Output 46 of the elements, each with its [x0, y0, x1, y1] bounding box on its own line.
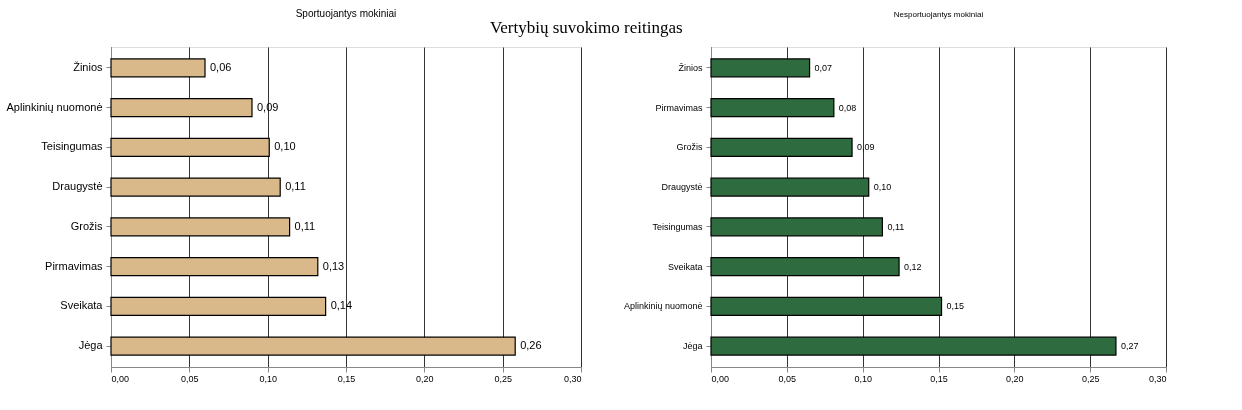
x-tick-label: 0,15 — [337, 373, 356, 384]
text: Vertybių suvokimo reitingas — [489, 17, 683, 37]
text: 0,27 — [1120, 341, 1139, 352]
text: 0,26 — [520, 339, 542, 352]
y-tick-label: Aplinkinių nuomonė — [623, 301, 703, 312]
chart-title: Nesportuojantys mokiniai — [893, 10, 984, 19]
y-tick-label: Teisingumas — [652, 221, 703, 232]
x-tick-label: 0,20 — [1006, 373, 1024, 384]
text: 0,06 — [210, 60, 232, 73]
text: 0,10 — [873, 182, 892, 193]
x-tick-label: 0,25 — [1081, 373, 1100, 384]
y-tick-label: Jėga — [78, 339, 104, 352]
x-tick-label: 0,20 — [416, 373, 434, 384]
chart-title: Sportuojantys mokiniai — [295, 8, 397, 19]
y-tick-label: Pirmavimas — [655, 102, 703, 113]
y-tick-label: Žinios — [73, 60, 103, 73]
text: 0,08 — [838, 102, 857, 113]
x-tick-label: 0,30 — [563, 373, 582, 384]
x-tick-label: 0,05 — [181, 373, 199, 384]
text: 0,13 — [322, 259, 345, 272]
y-tick-label: Aplinkinių nuomonė — [6, 100, 103, 113]
y-tick-label: Pirmavimas — [45, 259, 103, 272]
y-tick-label: Teisingumas — [41, 140, 103, 153]
y-tick-label: Grožis — [70, 219, 103, 232]
x-tick-label: 0,00 — [111, 373, 130, 384]
text: 0,15 — [946, 301, 965, 312]
x-tick-label: 0,25 — [494, 373, 512, 384]
text: 0,07 — [814, 62, 833, 73]
y-tick-label: Draugystė — [661, 182, 703, 193]
y-tick-label: Jėga — [682, 341, 703, 352]
x-tick-label: 0,05 — [778, 373, 797, 384]
y-tick-label: Grožis — [676, 142, 703, 153]
text: 0,10 — [274, 140, 296, 153]
x-tick-label: 0,00 — [711, 373, 730, 384]
y-tick-label: Sveikata — [667, 261, 703, 272]
x-tick-label: 0,15 — [930, 373, 948, 384]
text: 0,12 — [904, 261, 922, 272]
text: 0,11 — [887, 221, 905, 232]
x-tick-label: 0,10 — [259, 373, 277, 384]
text: 0,11 — [294, 219, 316, 232]
x-tick-label: 0,10 — [854, 373, 872, 384]
text: 0,11 — [285, 180, 306, 193]
y-tick-label: Sveikata — [60, 299, 104, 312]
y-tick-label: Žinios — [678, 62, 703, 73]
y-tick-label: Draugystė — [52, 180, 103, 193]
x-tick-label: 0,30 — [1148, 373, 1167, 384]
